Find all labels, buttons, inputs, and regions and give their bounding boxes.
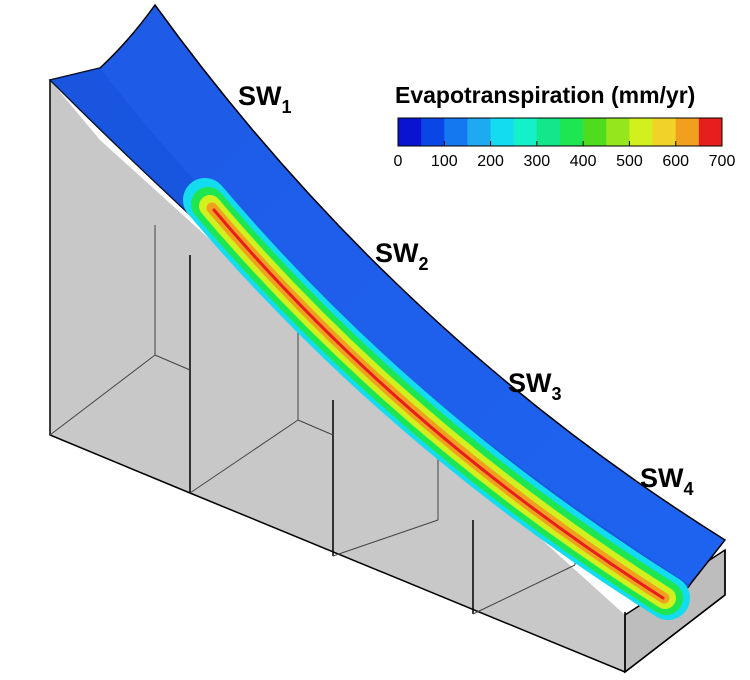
colorbar-tick-label: 300 [524, 153, 551, 170]
colorbar-tick-label: 200 [477, 153, 504, 170]
colorbar-tick-label: 500 [616, 153, 643, 170]
colorbar-tick-label: 100 [431, 153, 458, 170]
segment-label: SW4 [640, 463, 694, 499]
colorbar: 0 100 200 300 400 500 600 700 [394, 117, 736, 170]
colorbar-band [652, 118, 677, 146]
colorbar-band [583, 118, 607, 146]
colorbar-band [606, 118, 630, 146]
label-sub: 4 [684, 479, 694, 499]
colorbar-band [560, 118, 584, 146]
colorbar-band [421, 118, 445, 146]
label-main: SW [238, 81, 282, 111]
colorbar-tick-label: 400 [570, 153, 597, 170]
et-stripe [183, 178, 690, 620]
colorbar-band [490, 118, 515, 146]
segment-label: SW3 [508, 368, 562, 404]
colorbar-band [629, 118, 654, 146]
label-main: SW [640, 463, 684, 493]
label-main: SW [508, 368, 552, 398]
colorbar-band [444, 118, 468, 146]
label-main: SW [375, 238, 419, 268]
colorbar-tick-label: 600 [662, 153, 689, 170]
label-sub: 2 [419, 254, 429, 274]
colorbar-tick-label: 700 [709, 153, 736, 170]
segment-label: SW1 [238, 81, 292, 117]
label-sub: 3 [552, 384, 562, 404]
colorbar-band [467, 118, 492, 146]
colorbar-band [513, 118, 538, 146]
colorbar-band [398, 118, 422, 146]
label-sub: 1 [282, 97, 292, 117]
colorbar-title: Evapotranspiration (mm/yr) [395, 82, 695, 108]
colorbar-band [675, 118, 700, 146]
colorbar-frame [397, 117, 723, 147]
colorbar-band [536, 118, 561, 146]
colorbar-tick-label: 0 [394, 153, 403, 170]
segment-label: SW2 [375, 238, 429, 274]
colorbar-band [698, 118, 723, 146]
